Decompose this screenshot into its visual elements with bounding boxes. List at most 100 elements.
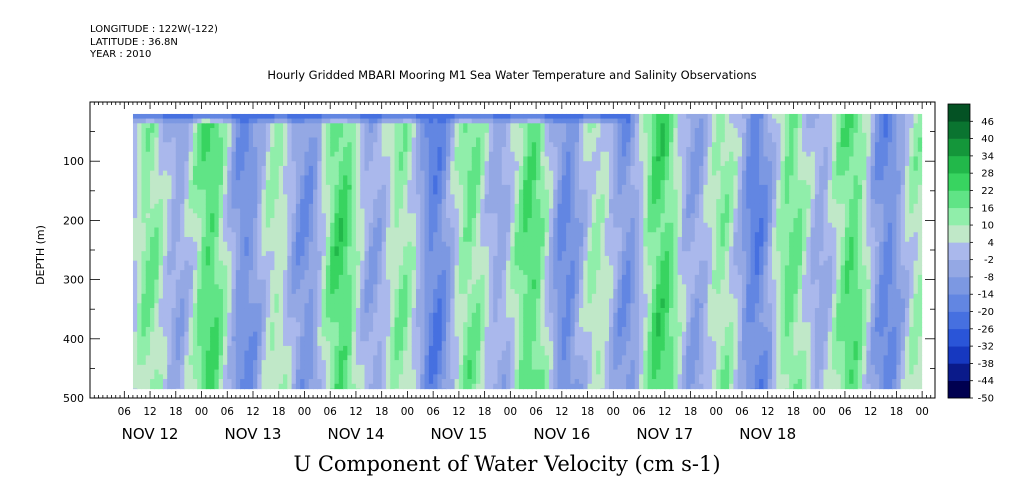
heatmap-cell [252, 336, 258, 342]
heatmap-cell [201, 379, 207, 385]
heatmap-cell [261, 146, 267, 153]
heatmap-cell [287, 336, 293, 342]
heatmap-cell [240, 236, 246, 243]
heatmap-cell [283, 293, 288, 300]
heatmap-cell [390, 128, 396, 134]
heatmap-cell [385, 255, 391, 262]
heatmap-cell [304, 170, 310, 177]
heatmap-cell [355, 293, 361, 300]
heatmap-cell [368, 298, 374, 304]
heatmap-cell [493, 199, 499, 205]
heatmap-cell [377, 194, 383, 200]
heatmap-cell [351, 151, 357, 158]
heatmap-cell [261, 279, 267, 285]
heatmap-cell [283, 194, 288, 200]
heatmap-cell [192, 289, 198, 295]
heatmap-cell [278, 265, 284, 271]
heatmap-cell [334, 360, 340, 366]
heatmap-cell [265, 236, 271, 243]
heatmap-cell [403, 374, 409, 380]
heatmap-cell [433, 388, 439, 390]
heatmap-cell [261, 199, 267, 205]
heatmap-cell [463, 388, 469, 390]
heatmap-cell [132, 232, 138, 238]
heatmap-cell [192, 128, 198, 134]
heatmap-cell [300, 308, 306, 314]
heatmap-cell [278, 165, 284, 172]
heatmap-cell [317, 331, 323, 338]
heatmap-cell [218, 374, 224, 380]
heatmap-cell [334, 132, 340, 139]
heatmap-cell [150, 331, 155, 338]
heatmap-cell [411, 142, 417, 148]
heatmap-cell [364, 227, 370, 233]
heatmap-cell [446, 369, 451, 375]
heatmap-cell [192, 236, 198, 243]
heatmap-cell [235, 345, 241, 352]
heatmap-cell [227, 270, 233, 276]
heatmap-cell [403, 241, 409, 248]
heatmap-cell [338, 132, 344, 139]
heatmap-cell [355, 170, 361, 177]
heatmap-cell [167, 241, 173, 248]
heatmap-cell [334, 388, 340, 390]
heatmap-cell [420, 175, 426, 181]
heatmap-cell [446, 279, 451, 285]
heatmap-cell [446, 355, 451, 361]
heatmap-cell [381, 255, 387, 262]
heatmap-cell [368, 331, 374, 338]
heatmap-cell [192, 161, 198, 167]
heatmap-cell [313, 218, 318, 224]
heatmap-cell [132, 227, 138, 233]
heatmap-cell [188, 118, 194, 124]
heatmap-cell [231, 255, 237, 262]
heatmap-cell [261, 241, 267, 248]
heatmap-cell [476, 194, 481, 200]
heatmap-cell [227, 165, 233, 172]
heatmap-cell [351, 326, 357, 333]
heatmap-cell [330, 331, 336, 338]
heatmap-cell [150, 293, 155, 300]
heatmap-cell [274, 265, 280, 271]
heatmap-cell [317, 293, 323, 300]
heatmap-cell [308, 170, 314, 177]
heatmap-cell [330, 203, 336, 210]
heatmap-cell [480, 199, 486, 205]
heatmap-cell [257, 289, 263, 295]
heatmap-cell [441, 137, 447, 143]
heatmap-cell [158, 132, 164, 139]
heatmap-cell [175, 222, 181, 229]
heatmap-cell [240, 208, 246, 214]
heatmap-cell [321, 326, 327, 333]
heatmap-cell [137, 298, 143, 304]
heatmap-cell [240, 151, 246, 158]
heatmap-cell [235, 331, 241, 338]
heatmap-cell [394, 227, 400, 233]
heatmap-cell [394, 293, 400, 300]
heatmap-cell [484, 118, 490, 124]
heatmap-cell [368, 345, 374, 352]
heatmap-cell [218, 241, 224, 248]
heatmap-cell [205, 255, 211, 262]
heatmap-cell [463, 317, 469, 323]
heatmap-cell [364, 260, 370, 266]
heatmap-cell [274, 308, 280, 314]
heatmap-cell [274, 218, 280, 224]
heatmap-cell [171, 388, 177, 390]
heatmap-cell [248, 132, 254, 139]
heatmap-cell [261, 142, 267, 148]
heatmap-cell [334, 161, 340, 167]
heatmap-cell [488, 360, 494, 366]
heatmap-cell [252, 284, 258, 290]
heatmap-cell [338, 246, 344, 252]
heatmap-cell [403, 170, 409, 177]
heatmap-cell [184, 322, 190, 328]
heatmap-cell [385, 146, 391, 153]
heatmap-cell [235, 180, 241, 186]
heatmap-cell [308, 345, 314, 352]
heatmap-cell [197, 184, 203, 191]
heatmap-cell [390, 123, 396, 129]
heatmap-cell [291, 298, 297, 304]
heatmap-cell [205, 326, 211, 333]
heatmap-cell [132, 246, 138, 252]
